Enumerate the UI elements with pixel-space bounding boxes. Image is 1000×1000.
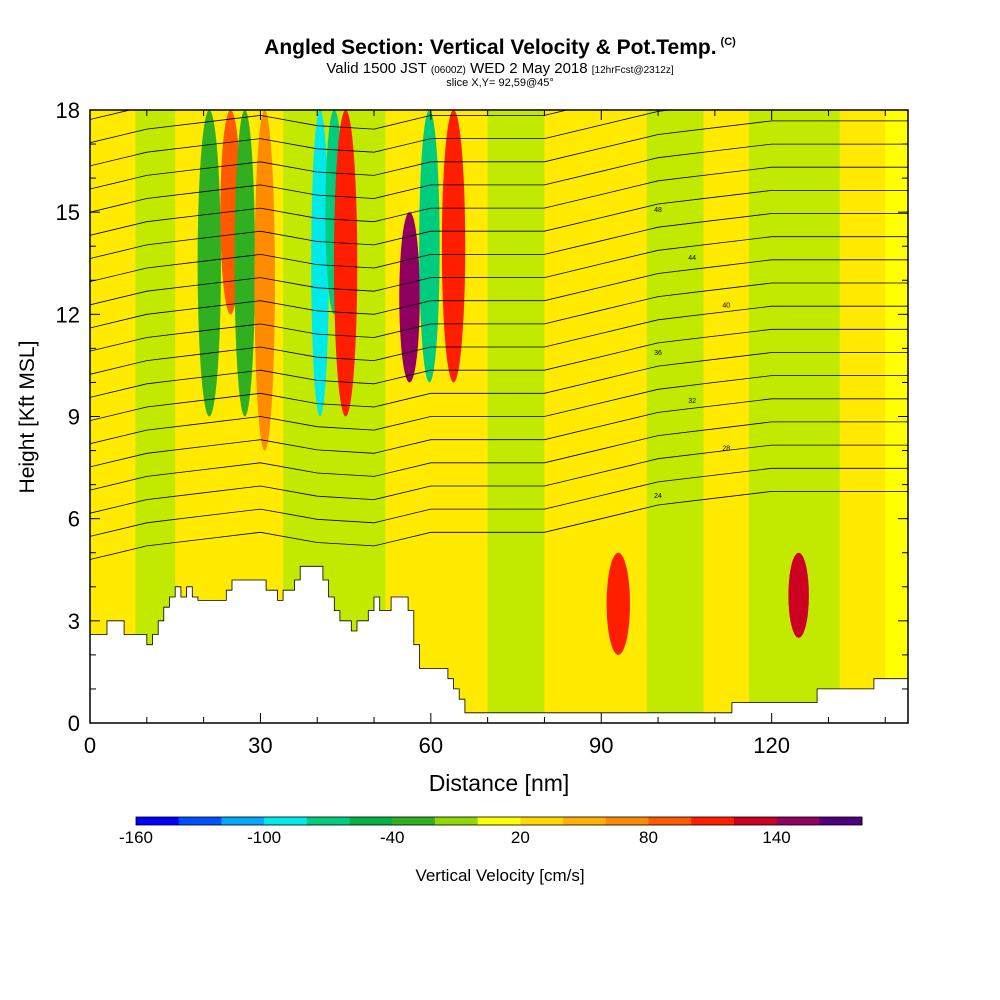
colorbar-swatch [178, 817, 222, 825]
theta-contour [90, 421, 908, 491]
colorbar-swatch [648, 817, 692, 825]
colorbar-swatch [221, 817, 265, 825]
velocity-cell [254, 110, 275, 451]
colorbar-tick-label: 140 [762, 828, 790, 847]
theta-contour [90, 444, 908, 514]
chart-header: Angled Section: Vertical Velocity & Pot.… [0, 0, 1000, 100]
colorbar-swatch [477, 817, 521, 825]
x-axis-label: Distance [nm] [429, 770, 570, 796]
velocity-cell [788, 552, 809, 638]
terrain-profile [90, 565, 908, 723]
chart-title-text: Angled Section: Vertical Velocity & Pot.… [264, 36, 717, 59]
velocity-cell [441, 110, 466, 383]
colorbar-frame [135, 816, 863, 826]
theta-contour [90, 305, 908, 375]
velocity-cell [311, 110, 329, 417]
theta-contour [90, 190, 908, 259]
colorbar-swatch [136, 817, 180, 825]
colorbar-swatch [819, 817, 863, 825]
contour-label: 48 [654, 207, 662, 214]
colorbar-tick-label: -40 [380, 828, 405, 847]
valid-prefix: Valid 1500 JST [326, 60, 427, 77]
terrain [90, 565, 908, 723]
chart-title: Angled Section: Vertical Velocity & Pot.… [0, 36, 1000, 60]
contour-label: 24 [654, 493, 662, 500]
velocity-cell [606, 552, 630, 655]
colorbar-swatch [563, 817, 607, 825]
field-stripe [839, 110, 886, 723]
theta-contour [90, 398, 908, 468]
velocity-cell [333, 110, 358, 417]
theta-contour [90, 467, 908, 537]
field-stripe [646, 110, 704, 723]
colorbar-swatch [776, 817, 820, 825]
y-tick-label: 3 [68, 609, 80, 634]
theta-contour [90, 375, 908, 445]
colorbar-tick-label: 80 [639, 828, 658, 847]
colorbar: -160 -100 -40 20 80 140 [119, 816, 863, 847]
theta-contours: 48 44 40 36 32 28 24 [90, 110, 908, 560]
x-tick-label: 30 [248, 733, 272, 758]
theta-contour [90, 352, 908, 421]
contour-label: 32 [688, 398, 696, 405]
colorbar-tick-label: 20 [511, 828, 530, 847]
colorbar-tick-label: -160 [119, 828, 153, 847]
colorbar-swatch [605, 817, 649, 825]
slice-label: slice X,Y= 92,59@45° [446, 77, 554, 89]
y-axis-label: Height [Kft MSL] [16, 341, 39, 494]
valid-date: WED 2 May 2018 [470, 60, 588, 77]
y-tick-label: 6 [68, 507, 80, 532]
y-tick-label: 0 [68, 711, 80, 736]
theta-contour [90, 213, 908, 282]
contour-label: 44 [688, 255, 696, 262]
colorbar-label: Vertical Velocity [cm/s] [415, 866, 584, 885]
colorbar-swatch [691, 817, 735, 825]
contour-label: 40 [722, 303, 730, 310]
x-tick-label: 120 [753, 733, 790, 758]
colorbar-swatch [733, 817, 778, 825]
valid-time-line: Valid 1500 JST (0600Z) WED 2 May 2018 [1… [0, 60, 1000, 77]
colorbar-tick-label: -100 [247, 828, 281, 847]
title-units: (C) [720, 36, 736, 48]
field-stripe [544, 110, 647, 723]
theta-contour [90, 259, 908, 329]
y-tick-label: 9 [68, 405, 80, 430]
theta-contour [90, 143, 908, 213]
colorbar-swatch [520, 817, 564, 825]
theta-contour [90, 236, 908, 306]
colorbar-swatch [349, 817, 393, 825]
contour-label: 36 [654, 350, 662, 357]
forecast-label: [12hrFcst@2312z] [591, 65, 674, 76]
theta-contour [90, 282, 908, 352]
theta-contour [90, 166, 908, 236]
colorbar-swatch [264, 817, 308, 825]
x-tick-label: 60 [419, 733, 443, 758]
theta-contour [90, 110, 674, 167]
field-stripe [703, 110, 749, 723]
velocity-cell [399, 212, 420, 383]
velocity-cell [197, 110, 221, 417]
theta-contour [90, 328, 908, 398]
velocity-cell [234, 110, 256, 417]
contour-label: 28 [722, 446, 730, 453]
theta-contour [90, 120, 908, 190]
y-tick-label: 15 [56, 200, 80, 225]
velocity-cell [419, 110, 440, 383]
theta-contour [90, 491, 908, 560]
colorbar-swatch [392, 817, 436, 825]
colorbar-swatch [434, 817, 479, 825]
y-tick-label: 12 [56, 302, 80, 327]
x-tick-label: 0 [84, 733, 96, 758]
valid-zulu: (0600Z) [430, 65, 466, 76]
colorbar-swatch [306, 817, 351, 825]
y-tick-label: 18 [56, 98, 80, 123]
x-tick-label: 90 [589, 733, 613, 758]
